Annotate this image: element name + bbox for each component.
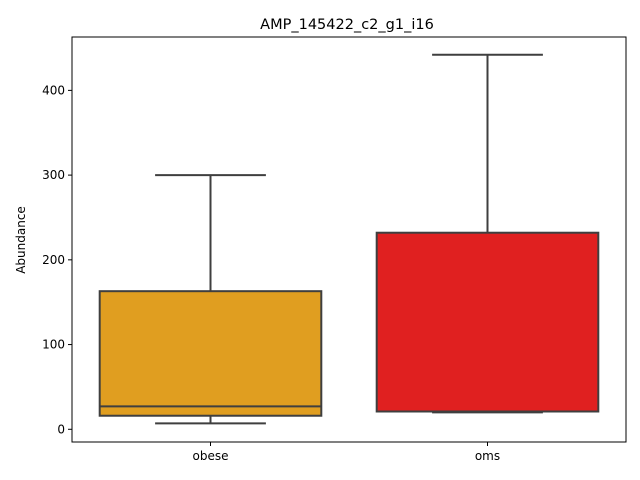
y-tick-label-0: 0 [57,422,65,436]
y-tick-label-100: 100 [42,338,65,352]
chart-title: AMP_145422_c2_g1_i16 [260,17,434,33]
y-tick-label-300: 300 [42,168,65,182]
y-axis-label: Abundance [14,206,28,274]
plot-frame [71,36,627,443]
x-tick-label-obese: obese [193,449,229,463]
box-obese [98,290,323,417]
y-tick-label-400: 400 [42,83,65,97]
box-oms [375,231,600,413]
x-tick-label-oms: oms [475,449,500,463]
y-tick-label-200: 200 [42,253,65,267]
